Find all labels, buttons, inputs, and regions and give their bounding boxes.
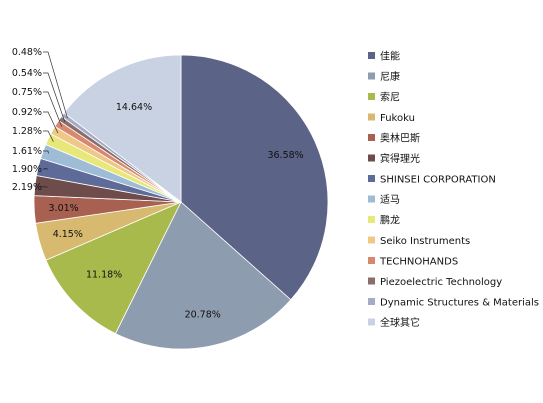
legend-label-12: Dynamic Structures & Materials — [380, 298, 539, 309]
legend-swatch-9 — [368, 236, 375, 244]
data-label-11: 0.54% — [12, 68, 42, 79]
data-label-0: 36.58% — [267, 150, 303, 161]
legend-swatch-12 — [368, 298, 375, 305]
leader-line-11 — [43, 72, 66, 123]
leader-line-8 — [43, 130, 54, 142]
legend-label-7: 适马 — [380, 194, 400, 206]
data-label-7: 1.61% — [12, 146, 42, 157]
legend-swatch-13 — [368, 318, 375, 326]
slice-1 — [114, 201, 292, 350]
legend-label-2: 索尼 — [380, 91, 400, 104]
data-label-8: 1.28% — [12, 126, 42, 137]
legend-label-13: 全球其它 — [380, 316, 420, 329]
legend-swatch-6 — [368, 175, 375, 182]
leader-line-10 — [43, 91, 63, 127]
slice-2 — [45, 201, 182, 335]
leader-line-12 — [43, 51, 68, 119]
legend-label-9: Seiko Instruments — [380, 236, 470, 247]
legend-swatch-4 — [368, 134, 375, 141]
legend-swatch-11 — [368, 277, 375, 285]
legend-swatch-2 — [368, 93, 375, 100]
legend-swatch-7 — [368, 195, 375, 203]
legend-swatch-0 — [368, 52, 375, 59]
data-label-5: 2.19% — [12, 182, 42, 193]
legend-swatch-3 — [368, 113, 375, 121]
slice-0 — [180, 54, 329, 301]
legend-label-5: 宾得理光 — [380, 152, 420, 165]
data-label-6: 1.90% — [12, 164, 42, 175]
legend-label-8: 鹏龙 — [380, 214, 400, 227]
slice-13 — [63, 54, 182, 203]
legend-swatch-1 — [368, 72, 375, 80]
legend-swatch-5 — [368, 154, 375, 162]
legend-label-10: TECHNOHANDS — [379, 257, 458, 268]
legend-swatch-8 — [368, 216, 375, 223]
data-label-2: 11.18% — [86, 270, 122, 281]
legend-label-3: Fukoku — [380, 113, 415, 124]
leader-line-6 — [43, 167, 49, 170]
data-label-3: 4.15% — [53, 229, 83, 240]
data-label-4: 3.01% — [49, 203, 79, 214]
legend-label-11: Piezoelectric Technology — [380, 277, 502, 288]
data-label-1: 20.78% — [185, 310, 221, 321]
data-label-9: 0.92% — [12, 107, 42, 118]
leader-line-5 — [40, 185, 49, 188]
leader-line-9 — [43, 111, 59, 134]
legend-label-1: 尼康 — [380, 70, 400, 83]
data-label-13: 14.64% — [116, 102, 152, 113]
data-label-10: 0.75% — [12, 87, 42, 98]
data-label-12: 0.48% — [12, 47, 42, 58]
legend-label-6: SHINSEI CORPORATION — [380, 175, 496, 186]
leader-line-7 — [43, 150, 49, 154]
legend-swatch-10 — [368, 257, 375, 264]
legend-label-4: 奥林巴斯 — [380, 132, 420, 145]
legend-label-0: 佳能 — [380, 50, 400, 63]
